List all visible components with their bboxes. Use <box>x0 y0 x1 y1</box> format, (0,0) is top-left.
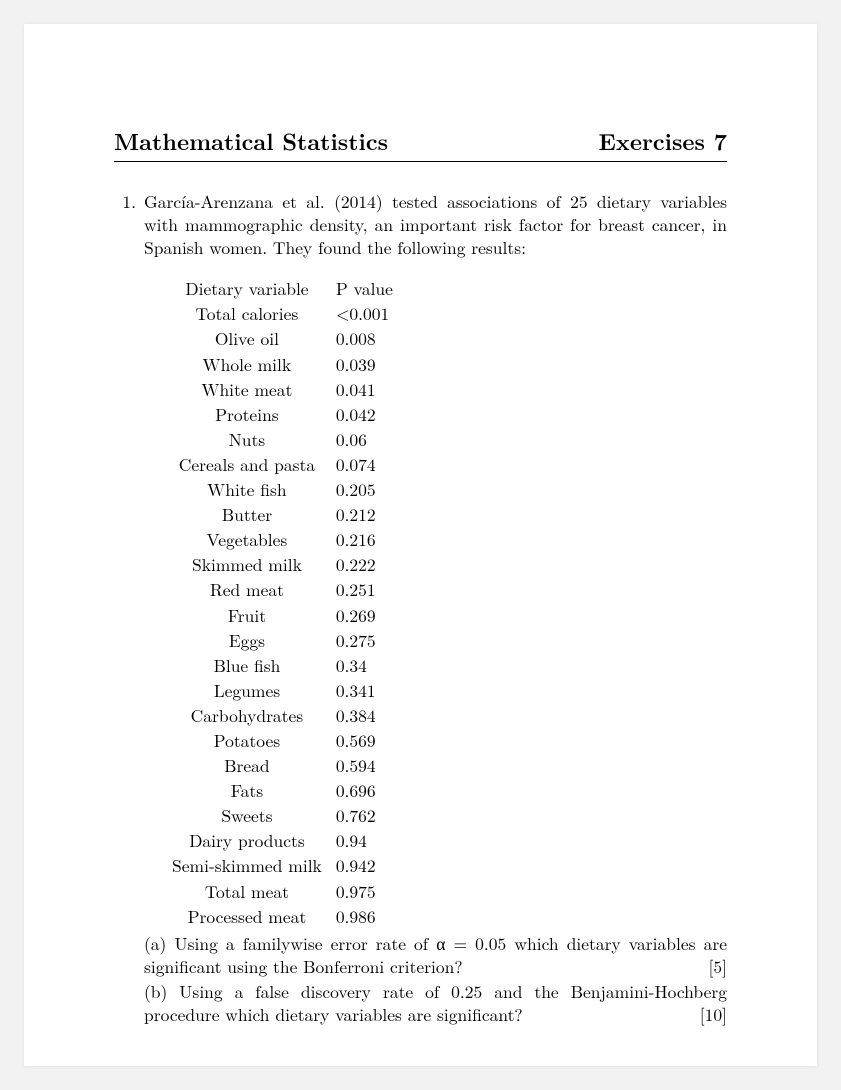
cell-pvalue: 0.06 <box>332 428 403 453</box>
table-row: Fruit0.269 <box>162 604 403 629</box>
cell-pvalue: 0.696 <box>332 779 403 804</box>
part-a-marks: [5] <box>709 955 727 978</box>
cell-pvalue: 0.975 <box>332 880 403 905</box>
cell-pvalue: <0.001 <box>332 302 403 327</box>
table-row: Dairy products0.94 <box>162 829 403 854</box>
part-b-text: (b) Using a false discovery rate of 0.25… <box>144 980 727 1026</box>
cell-pvalue: 0.942 <box>332 854 403 879</box>
cell-variable: Olive oil <box>162 327 332 352</box>
cell-pvalue: 0.269 <box>332 604 403 629</box>
table-row: Red meat0.251 <box>162 578 403 603</box>
course-title: Mathematical Statistics <box>114 124 388 157</box>
document-page: Mathematical Statistics Exercises 7 1. G… <box>24 24 817 1066</box>
cell-pvalue: 0.594 <box>332 754 403 779</box>
cell-variable: Processed meat <box>162 905 332 930</box>
table-row: Vegetables0.216 <box>162 528 403 553</box>
cell-pvalue: 0.341 <box>332 679 403 704</box>
sheet-title: Exercises 7 <box>598 124 727 157</box>
cell-variable: Skimmed milk <box>162 553 332 578</box>
table-row: Fats0.696 <box>162 779 403 804</box>
table-body: Total calories<0.001Olive oil0.008Whole … <box>162 302 403 929</box>
pvalue-table: Dietary variable P value Total calories<… <box>162 277 403 929</box>
cell-variable: Eggs <box>162 629 332 654</box>
part-a-label: (a) <box>144 931 174 956</box>
part-b-marks: [10] <box>700 1003 727 1026</box>
table-row: Cereals and pasta0.074 <box>162 453 403 478</box>
cell-variable: Sweets <box>162 804 332 829</box>
table-row: Bread0.594 <box>162 754 403 779</box>
cell-variable: Potatoes <box>162 729 332 754</box>
table-row: Processed meat0.986 <box>162 905 403 930</box>
table-row: White fish0.205 <box>162 478 403 503</box>
part-b: (b) Using a false discovery rate of 0.25… <box>144 980 727 1026</box>
cell-pvalue: 0.212 <box>332 503 403 528</box>
cell-variable: Blue fish <box>162 654 332 679</box>
problem-number: 1. <box>114 190 136 1026</box>
cell-pvalue: 0.205 <box>332 478 403 503</box>
cell-pvalue: 0.94 <box>332 829 403 854</box>
cell-variable: White fish <box>162 478 332 503</box>
part-a: (a) Using a familywise error rate of α =… <box>144 932 727 978</box>
table-row: Legumes0.341 <box>162 679 403 704</box>
table-row: Proteins0.042 <box>162 403 403 428</box>
problem-intro: García-Arenzana et al. (2014) tested ass… <box>144 190 727 259</box>
cell-pvalue: 0.569 <box>332 729 403 754</box>
cell-variable: White meat <box>162 378 332 403</box>
table-row: Sweets0.762 <box>162 804 403 829</box>
cell-variable: Proteins <box>162 403 332 428</box>
table-row: Potatoes0.569 <box>162 729 403 754</box>
table-row: Blue fish0.34 <box>162 654 403 679</box>
cell-variable: Vegetables <box>162 528 332 553</box>
cell-variable: Butter <box>162 503 332 528</box>
part-b-label: (b) <box>144 979 179 1004</box>
cell-variable: Cereals and pasta <box>162 453 332 478</box>
table-row: Butter0.212 <box>162 503 403 528</box>
cell-variable: Red meat <box>162 578 332 603</box>
cell-variable: Semi-skimmed milk <box>162 854 332 879</box>
table-row: Nuts0.06 <box>162 428 403 453</box>
table-row: Whole milk0.039 <box>162 353 403 378</box>
cell-pvalue: 0.041 <box>332 378 403 403</box>
col-header-pvalue: P value <box>332 277 403 302</box>
table-row: Olive oil0.008 <box>162 327 403 352</box>
cell-variable: Whole milk <box>162 353 332 378</box>
table-header-row: Dietary variable P value <box>162 277 403 302</box>
header: Mathematical Statistics Exercises 7 <box>114 124 727 162</box>
problem-1: 1. García-Arenzana et al. (2014) tested … <box>114 190 727 1026</box>
cell-pvalue: 0.34 <box>332 654 403 679</box>
table-row: Skimmed milk0.222 <box>162 553 403 578</box>
cell-variable: Bread <box>162 754 332 779</box>
part-a-question: Using a familywise error rate of α = 0.0… <box>144 931 727 979</box>
part-a-text: (a) Using a familywise error rate of α =… <box>144 932 727 978</box>
cell-variable: Legumes <box>162 679 332 704</box>
cell-pvalue: 0.008 <box>332 327 403 352</box>
cell-pvalue: 0.986 <box>332 905 403 930</box>
table-row: White meat0.041 <box>162 378 403 403</box>
cell-pvalue: 0.216 <box>332 528 403 553</box>
cell-pvalue: 0.384 <box>332 704 403 729</box>
col-header-variable: Dietary variable <box>162 277 332 302</box>
cell-variable: Dairy products <box>162 829 332 854</box>
cell-pvalue: 0.074 <box>332 453 403 478</box>
cell-pvalue: 0.222 <box>332 553 403 578</box>
cell-pvalue: 0.275 <box>332 629 403 654</box>
cell-variable: Fruit <box>162 604 332 629</box>
cell-variable: Fats <box>162 779 332 804</box>
table-row: Semi-skimmed milk0.942 <box>162 854 403 879</box>
cell-variable: Nuts <box>162 428 332 453</box>
table-row: Total calories<0.001 <box>162 302 403 327</box>
table-row: Carbohydrates0.384 <box>162 704 403 729</box>
cell-pvalue: 0.762 <box>332 804 403 829</box>
cell-pvalue: 0.039 <box>332 353 403 378</box>
table-row: Eggs0.275 <box>162 629 403 654</box>
cell-variable: Carbohydrates <box>162 704 332 729</box>
cell-pvalue: 0.251 <box>332 578 403 603</box>
cell-pvalue: 0.042 <box>332 403 403 428</box>
cell-variable: Total meat <box>162 880 332 905</box>
part-b-question: Using a false discovery rate of 0.25 and… <box>144 979 727 1027</box>
problem-body: García-Arenzana et al. (2014) tested ass… <box>144 190 727 1026</box>
table-row: Total meat0.975 <box>162 880 403 905</box>
cell-variable: Total calories <box>162 302 332 327</box>
